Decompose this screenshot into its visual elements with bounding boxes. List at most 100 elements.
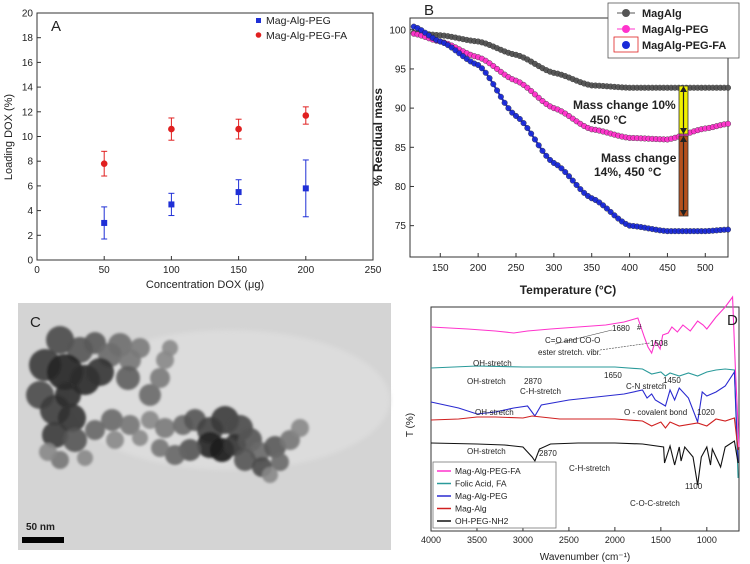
nanoparticle xyxy=(46,326,74,354)
nanoparticle xyxy=(271,453,289,471)
nanoparticle xyxy=(58,404,86,432)
data-point xyxy=(573,181,580,188)
x-tick-label: 300 xyxy=(546,263,563,274)
ann-co-coo: C=O and CO-O xyxy=(545,336,600,345)
x-tick-label: 250 xyxy=(508,263,525,274)
legend-highlight-box xyxy=(613,36,639,53)
spectrum-line xyxy=(430,370,739,463)
x-tick-label: 1000 xyxy=(697,535,717,545)
legend-label: Mag-Alg-PEG-FA xyxy=(455,466,521,476)
data-point xyxy=(607,208,614,215)
spectrum-line xyxy=(430,440,739,486)
legend-label-mag-alg-peg-fa: Mag-Alg-PEG-FA xyxy=(266,30,347,42)
nanoparticle xyxy=(120,415,140,435)
ann-1508-leader xyxy=(599,342,651,351)
nanoparticle xyxy=(262,467,278,483)
nanoparticle xyxy=(165,445,185,465)
nanoparticle xyxy=(116,366,140,390)
y-tick-label: 80 xyxy=(395,182,407,193)
data-point xyxy=(490,81,497,88)
nanoparticle xyxy=(130,338,150,358)
nanoparticle xyxy=(39,443,57,461)
data-point xyxy=(725,84,732,91)
data-point xyxy=(531,91,538,98)
nanoparticle xyxy=(101,409,123,431)
panel-b-xlabel: Temperature (°C) xyxy=(520,283,617,297)
x-tick-label: 3500 xyxy=(467,535,487,545)
x-tick-label: 2500 xyxy=(559,535,579,545)
data-point xyxy=(535,142,542,149)
data-point xyxy=(520,120,527,127)
y-tick-label: 100 xyxy=(389,25,406,36)
y-tick-label: 8 xyxy=(27,157,33,168)
data-point xyxy=(524,125,531,132)
legend-marker-magalg-peg-fa xyxy=(622,41,630,49)
panel-c-label: C xyxy=(30,314,41,331)
nanoparticle xyxy=(150,368,170,388)
x-tick-label: 100 xyxy=(163,265,180,276)
ann-2870-b: 2870 xyxy=(539,449,557,458)
ann-1020: 1020 xyxy=(697,408,715,417)
data-point xyxy=(516,115,523,122)
scale-bar xyxy=(22,537,64,543)
data-point xyxy=(100,160,108,167)
legend-box xyxy=(432,461,557,529)
data-point xyxy=(482,69,489,76)
ann-o-covalent: O - covalent bond xyxy=(624,408,687,417)
panel-b-ylabel: % Residual mass xyxy=(371,88,385,186)
legend-label-magalg-peg: MagAlg-PEG xyxy=(642,24,709,36)
panel-a-label: A xyxy=(51,18,61,35)
y-tick-label: 4 xyxy=(27,206,33,217)
y-tick-label: 95 xyxy=(395,64,407,75)
nanoparticle xyxy=(141,411,159,429)
nanoparticle xyxy=(139,384,161,406)
panel-d-xlabel: Wavenumber (cm⁻¹) xyxy=(540,552,630,563)
panel-a-xlabel: Concentration DOX (μg) xyxy=(146,279,264,291)
data-point xyxy=(168,201,175,208)
ann-coc-stretch: C-O-C-stretch xyxy=(630,499,680,508)
ann-1650: 1650 xyxy=(604,371,622,380)
nanoparticle xyxy=(291,419,309,437)
data-point xyxy=(528,130,535,137)
data-point xyxy=(562,169,569,176)
x-tick-label: 450 xyxy=(659,263,676,274)
x-tick-label: 500 xyxy=(697,263,714,274)
nanoparticle xyxy=(42,422,68,448)
data-point xyxy=(528,88,535,95)
x-tick-label: 4000 xyxy=(421,535,441,545)
data-point xyxy=(478,65,485,72)
data-point xyxy=(566,173,573,180)
y-tick-label: 90 xyxy=(395,104,407,115)
data-point xyxy=(535,94,542,101)
data-point xyxy=(543,152,550,159)
data-point xyxy=(603,205,610,212)
data-point xyxy=(235,189,242,196)
ann-1450: 1450 xyxy=(663,376,681,385)
scale-bar-label: 50 nm xyxy=(26,522,55,533)
ann-1508: 1508 xyxy=(650,339,668,348)
data-point xyxy=(611,212,618,219)
legend-label: OH-PEG-NH2 xyxy=(455,516,509,526)
legend-label-magalg: MagAlg xyxy=(642,8,682,20)
data-point xyxy=(501,99,508,106)
panel-b-legend: MagAlg MagAlg-PEG MagAlg-PEG-FA xyxy=(607,2,740,59)
legend-label-magalg-peg-fa: MagAlg-PEG-FA xyxy=(642,40,726,52)
y-tick-label: 12 xyxy=(22,107,34,118)
x-tick-label: 200 xyxy=(470,263,487,274)
data-point xyxy=(168,125,175,133)
spectrum-line xyxy=(430,295,740,448)
ann-oh-stretch-4: OH-stretch xyxy=(467,447,506,456)
x-tick-label: 0 xyxy=(34,265,40,276)
panel-a-legend: Mag-Alg-PEG Mag-Alg-PEG-FA xyxy=(255,15,347,42)
data-point xyxy=(539,147,546,154)
ann-ch-stretch-b: C-H-stretch xyxy=(569,464,610,473)
data-point xyxy=(509,109,516,116)
spectrum-line xyxy=(430,415,739,451)
data-point xyxy=(475,62,482,69)
ann-2870-a: 2870 xyxy=(524,377,542,386)
legend-label: Folic Acid, FA xyxy=(455,479,507,489)
nanoparticle xyxy=(162,340,178,356)
x-tick-label: 2000 xyxy=(605,535,625,545)
